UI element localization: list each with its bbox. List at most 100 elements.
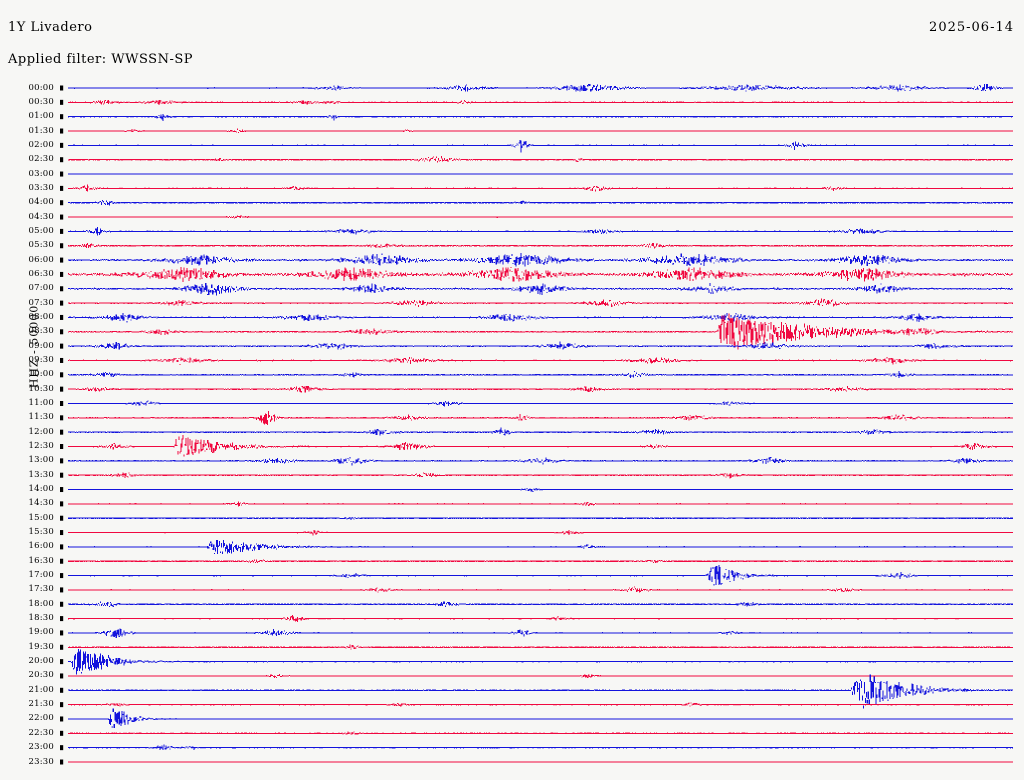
time-tick (60, 300, 64, 306)
seismic-trace (67, 487, 1014, 492)
seismic-trace (67, 501, 1014, 507)
seismic-trace (67, 83, 1014, 92)
seismic-trace (67, 156, 1014, 163)
seismic-trace (67, 282, 1014, 296)
time-label: 18:30 (28, 613, 54, 624)
time-tick (60, 357, 64, 363)
seismic-trace (67, 601, 1014, 608)
time-tick (60, 687, 64, 693)
time-label: 03:00 (28, 168, 54, 179)
time-tick (60, 601, 64, 607)
time-tick (60, 243, 64, 249)
time-label: 09:30 (28, 354, 54, 365)
seismic-trace (67, 227, 1014, 236)
time-tick-group (60, 85, 64, 765)
time-tick (60, 659, 64, 665)
time-label: 01:30 (28, 125, 54, 136)
time-tick (60, 99, 64, 105)
time-tick (60, 558, 64, 564)
time-label: 21:00 (28, 684, 54, 695)
seismic-trace (67, 253, 1014, 267)
time-tick (60, 544, 64, 550)
seismic-trace (67, 312, 1014, 323)
seismic-trace (67, 128, 1014, 133)
time-tick (60, 730, 64, 736)
time-label: 13:00 (28, 455, 54, 466)
time-tick (60, 214, 64, 220)
time-label: 05:00 (28, 225, 54, 236)
time-tick (60, 85, 64, 91)
time-label: 21:30 (28, 699, 54, 710)
time-tick (60, 372, 64, 378)
time-tick (60, 286, 64, 292)
time-tick (60, 644, 64, 650)
time-label: 07:30 (28, 297, 54, 308)
time-tick (60, 386, 64, 392)
time-tick (60, 329, 64, 335)
seismic-trace (67, 731, 1014, 735)
applied-filter-label: Applied filter: WWSSN-SP (8, 52, 193, 67)
seismic-trace (67, 400, 1014, 407)
seismic-trace (67, 472, 1014, 479)
seismic-trace (67, 371, 1014, 378)
seismic-trace (67, 648, 1014, 675)
time-tick (60, 343, 64, 349)
time-label: 12:00 (28, 426, 54, 437)
time-tick (60, 314, 64, 320)
time-label: 20:30 (28, 670, 54, 681)
seismic-trace (67, 615, 1014, 623)
time-label: 10:30 (28, 383, 54, 394)
time-label: 08:00 (28, 311, 54, 322)
seismic-trace (67, 456, 1014, 466)
seismic-trace (67, 674, 1014, 709)
seismic-trace (67, 410, 1014, 426)
time-label: 03:30 (28, 182, 54, 193)
time-tick (60, 472, 64, 478)
time-tick (60, 745, 64, 751)
time-tick (60, 157, 64, 163)
seismic-trace (67, 184, 1014, 192)
time-tick (60, 702, 64, 708)
time-tick (60, 415, 64, 421)
time-tick (60, 257, 64, 263)
time-tick (60, 400, 64, 406)
time-label: 04:00 (28, 197, 54, 208)
time-label: 08:30 (28, 326, 54, 337)
time-label: 16:00 (28, 541, 54, 552)
time-label: 02:30 (28, 154, 54, 165)
time-tick (60, 530, 64, 536)
seismic-trace (67, 564, 1014, 586)
seismic-trace (67, 674, 1014, 679)
time-label: 22:00 (28, 713, 54, 724)
time-tick (60, 171, 64, 177)
time-tick (60, 271, 64, 277)
seismic-trace (67, 539, 1014, 555)
time-label: 11:30 (28, 412, 54, 423)
seismic-trace (67, 586, 1014, 593)
time-label: 06:00 (28, 254, 54, 265)
time-label: 20:00 (28, 656, 54, 667)
seismic-trace (67, 200, 1014, 206)
time-label: 05:30 (28, 240, 54, 251)
seismic-trace (67, 628, 1014, 638)
seismic-trace (67, 559, 1014, 564)
seismic-trace (67, 708, 1014, 729)
page-title: 1Y Livadero (8, 20, 93, 35)
seismic-trace (67, 173, 1014, 175)
time-label: 16:30 (28, 555, 54, 566)
seismic-trace (67, 357, 1014, 365)
time-tick (60, 128, 64, 134)
time-label: 00:30 (28, 96, 54, 107)
seismic-trace (67, 341, 1014, 350)
seismic-trace (67, 114, 1014, 121)
time-tick (60, 587, 64, 593)
time-tick (60, 487, 64, 493)
time-tick (60, 630, 64, 636)
time-tick (60, 673, 64, 679)
time-tick (60, 458, 64, 464)
seismic-trace (67, 140, 1014, 153)
seismic-traces-group (67, 83, 1014, 763)
time-label: 17:00 (28, 570, 54, 581)
